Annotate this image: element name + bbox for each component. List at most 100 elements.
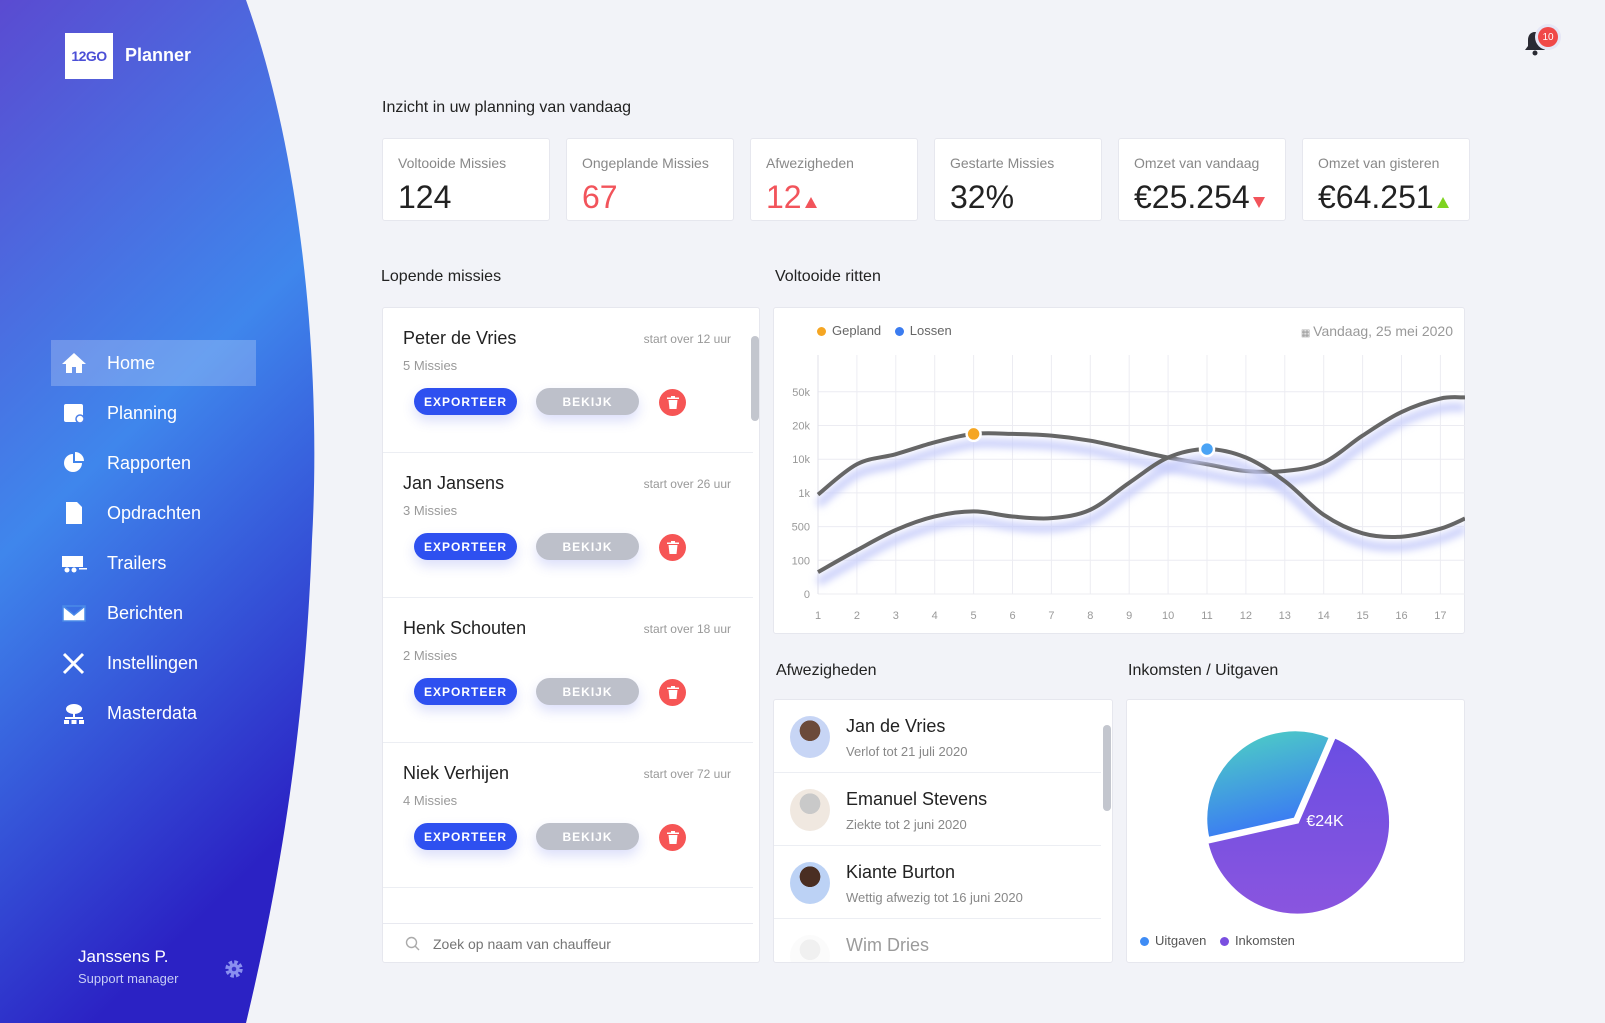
overview-title: Inzicht in uw planning van vandaag — [382, 99, 632, 116]
chart-title: Voltooide ritten — [775, 268, 881, 285]
absence-name: Jan de Vries — [846, 716, 946, 736]
legend-dot-uitgaven — [1140, 937, 1149, 947]
y-tick-label: 0 — [804, 589, 810, 601]
legend-dot-lossen — [894, 327, 904, 337]
absence-item[interactable]: Emanuel Stevens Ziekte tot 2 juni 2020 — [774, 773, 1101, 846]
driver-search-input[interactable] — [433, 936, 733, 952]
legend-label-uitgaven: Uitgaven — [1155, 933, 1207, 948]
sidebar-item-home[interactable]: Home — [51, 340, 256, 386]
highlight-point-lossen[interactable] — [1198, 440, 1216, 458]
stat-value-text: 32% — [950, 179, 1015, 215]
user-name: Janssens P. — [78, 947, 169, 966]
legend-label-gepland: Gepland — [832, 323, 882, 338]
trash-icon — [666, 686, 679, 699]
stat-card: Omzet van gisteren €64.251 — [1302, 138, 1470, 221]
gear-icon[interactable] — [223, 958, 245, 980]
avatar — [790, 789, 830, 831]
legend-label-lossen: Lossen — [909, 323, 952, 338]
stat-card: Voltooide Missies 124 — [382, 138, 550, 221]
export-button[interactable]: EXPORTEER — [414, 388, 517, 415]
view-button[interactable]: BEKIJK — [536, 823, 639, 850]
export-button[interactable]: EXPORTEER — [414, 533, 517, 560]
stat-value: €25.254 — [1134, 179, 1265, 216]
app-logo[interactable]: 12GO — [65, 33, 113, 79]
mission-driver: Peter de Vries — [403, 328, 517, 348]
sidebar-item-berichten[interactable]: Berichten — [51, 590, 256, 636]
absences-title: Afwezigheden — [776, 662, 877, 679]
user-role: Support manager — [78, 971, 179, 986]
notification-badge[interactable]: 10 — [1538, 27, 1558, 47]
x-tick-label: 4 — [932, 610, 938, 622]
stat-card: Omzet van vandaag €25.254 — [1118, 138, 1286, 221]
chart-date[interactable]: ▦ Vandaag, 25 mei 2020 — [1301, 323, 1453, 339]
pie-center-label: €24K — [1306, 813, 1344, 830]
stat-label: Gestarte Missies — [950, 155, 1055, 171]
sidebar-item-rapporten[interactable]: Rapporten — [51, 440, 256, 486]
missions-scrollbar[interactable] — [751, 336, 759, 421]
series-shadow — [816, 455, 1465, 586]
stat-label: Omzet van vandaag — [1134, 155, 1260, 171]
absences-scrollbar[interactable] — [1103, 725, 1111, 811]
sidebar-item-opdrachten[interactable]: Opdrachten — [51, 490, 256, 536]
nav-label: Berichten — [107, 602, 184, 623]
sidebar-item-masterdata[interactable]: Masterdata — [51, 690, 256, 736]
pie-slice-uitgaven[interactable] — [1204, 728, 1333, 841]
absence-status: Wettig afwezig tot 16 juni 2020 — [846, 890, 1023, 905]
nav-label: Opdrachten — [107, 502, 202, 523]
calendar-icon — [64, 404, 85, 424]
y-tick-label: 1k — [798, 488, 810, 500]
pie-slice-inkomsten[interactable] — [1204, 734, 1393, 917]
absence-item[interactable]: Kiante Burton Wettig afwezig tot 16 juni… — [774, 846, 1101, 919]
stat-label: Omzet van gisteren — [1318, 155, 1440, 171]
app-name: Planner — [125, 45, 192, 65]
driver-search[interactable] — [383, 923, 753, 962]
sidebar-item-trailers[interactable]: Trailers — [51, 540, 256, 586]
nav-label: Home — [107, 352, 156, 373]
mission-item: Henk Schouten start over 18 uur 2 Missie… — [383, 598, 753, 743]
tools-icon — [62, 652, 85, 675]
mission-start: start over 72 uur — [643, 767, 731, 781]
mission-count: 2 Missies — [403, 648, 458, 663]
delete-button[interactable] — [659, 679, 686, 706]
x-tick-label: 10 — [1162, 610, 1174, 622]
export-button[interactable]: EXPORTEER — [414, 823, 517, 850]
pie-card: €24K Uitgaven Inkomsten — [1126, 699, 1465, 963]
mission-count: 3 Missies — [403, 503, 458, 518]
sidebar-item-planning[interactable]: Planning — [51, 390, 256, 436]
x-tick-label: 9 — [1126, 610, 1132, 622]
x-tick-label: 5 — [971, 610, 977, 622]
y-tick-label: 20k — [792, 421, 810, 433]
absence-item[interactable]: Jan de Vries Verlof tot 21 juli 2020 — [774, 700, 1101, 773]
delete-button[interactable] — [659, 824, 686, 851]
absence-item[interactable]: Wim Dries — [774, 919, 1101, 962]
stat-value-text: €25.254 — [1134, 179, 1250, 215]
x-tick-label: 17 — [1434, 610, 1446, 622]
view-button[interactable]: BEKIJK — [536, 388, 639, 415]
rides-chart-card — [773, 307, 1465, 634]
export-button[interactable]: EXPORTEER — [414, 678, 517, 705]
cloud-network-icon — [64, 704, 84, 724]
trend-down-icon — [1252, 197, 1265, 208]
trash-icon — [666, 541, 679, 554]
legend-dot-gepland — [817, 327, 826, 337]
series-shadow — [815, 403, 1465, 508]
nav-label: Masterdata — [107, 702, 198, 723]
chart-date-label: Vandaag, 25 mei 2020 — [1313, 323, 1453, 339]
trend-up-icon — [804, 197, 817, 208]
view-button[interactable]: BEKIJK — [536, 533, 639, 560]
mission-item: Peter de Vries start over 12 uur 5 Missi… — [383, 308, 753, 453]
delete-button[interactable] — [659, 534, 686, 561]
view-button[interactable]: BEKIJK — [536, 678, 639, 705]
highlight-point-gepland[interactable] — [965, 425, 982, 443]
mission-item: Jan Jansens start over 26 uur 3 Missies … — [383, 453, 753, 598]
x-tick-label: 12 — [1240, 610, 1252, 622]
delete-button[interactable] — [659, 389, 686, 416]
pie-chart-icon — [64, 452, 84, 472]
stat-label: Ongeplande Missies — [582, 155, 709, 171]
stat-value: 32% — [950, 179, 1014, 216]
mission-driver: Henk Schouten — [403, 618, 527, 638]
sidebar-item-instellingen[interactable]: Instellingen — [51, 640, 256, 686]
mission-count: 4 Missies — [403, 793, 458, 808]
envelope-icon — [62, 605, 86, 622]
